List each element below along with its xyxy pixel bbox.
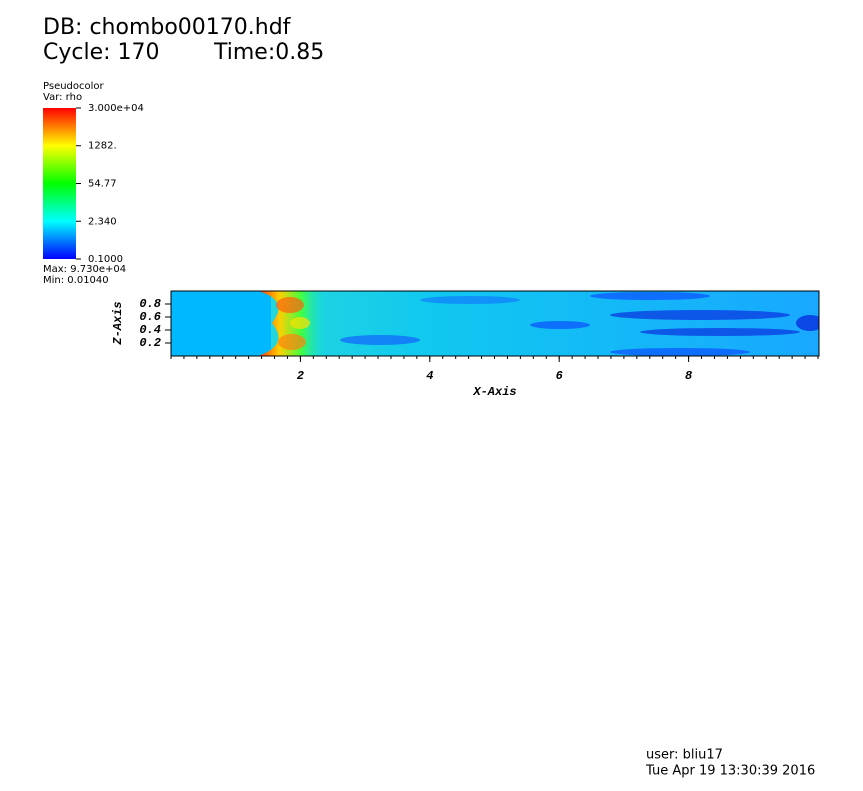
colorbar bbox=[43, 108, 76, 259]
x-tick-label: 2 bbox=[297, 369, 304, 383]
y-axis-label: Z-Axis bbox=[111, 301, 125, 345]
min-label: Min: 0.01040 bbox=[43, 275, 109, 286]
y-tick-label: 0.8 bbox=[139, 297, 161, 311]
cycle-label: Cycle: 170 bbox=[43, 40, 160, 65]
density-field bbox=[171, 291, 819, 356]
x-tick-label: 6 bbox=[556, 369, 563, 383]
y-tick-label: 0.2 bbox=[139, 336, 161, 350]
max-label: Max: 9.730e+04 bbox=[43, 264, 126, 275]
variable-label: Var: rho bbox=[43, 92, 82, 103]
x-axis-label: X-Axis bbox=[472, 385, 516, 399]
user-label: user: bliu17 bbox=[646, 748, 723, 763]
colorbar-tick-label: 2.340 bbox=[88, 216, 117, 227]
legend-title: Pseudocolor bbox=[43, 81, 105, 92]
time-label: Time:0.85 bbox=[213, 40, 324, 65]
database-label: DB: chombo00170.hdf bbox=[43, 15, 292, 40]
x-tick-label: 4 bbox=[426, 369, 433, 383]
colorbar-tick-label: 0.1000 bbox=[88, 254, 123, 265]
colorbar-tick-label: 54.77 bbox=[88, 179, 117, 190]
colorbar-tick-label: 1282. bbox=[88, 141, 117, 152]
date-label: Tue Apr 19 13:30:39 2016 bbox=[645, 764, 815, 779]
colorbar-tick-label: 3.000e+04 bbox=[88, 103, 144, 114]
y-tick-label: 0.6 bbox=[139, 310, 161, 324]
y-tick-label: 0.4 bbox=[139, 323, 161, 337]
x-tick-label: 8 bbox=[685, 369, 692, 383]
